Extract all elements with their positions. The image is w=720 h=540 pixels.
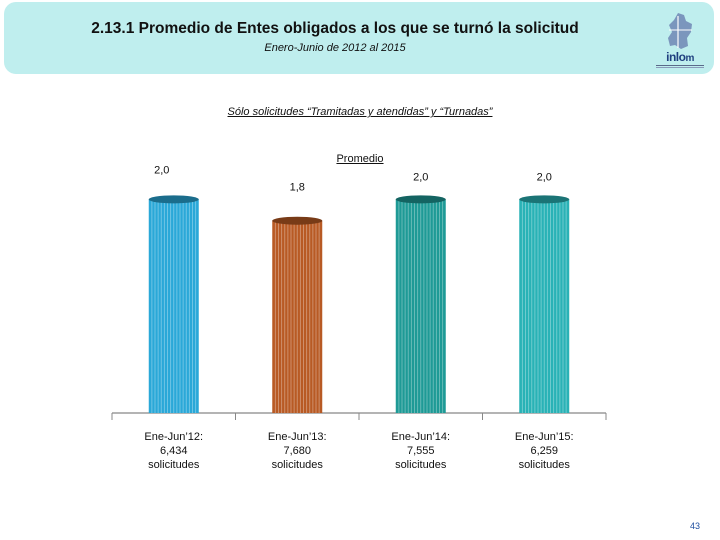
- legend-series-name: Promedio: [336, 153, 384, 165]
- x-tick-label: Ene-Jun’14:: [391, 431, 450, 443]
- data-label: 2,0: [154, 164, 169, 176]
- x-tick-label: solicitudes: [272, 459, 324, 471]
- x-tick-label: solicitudes: [519, 459, 571, 471]
- bar-top-cap: [395, 195, 446, 204]
- bar-top-cap: [519, 195, 570, 204]
- data-label: 2,0: [413, 171, 428, 183]
- x-tick-label: Ene-Jun’15:: [515, 431, 574, 443]
- logo-underline-icon: [656, 65, 704, 68]
- x-tick-label: 7,680: [283, 445, 311, 457]
- x-tick-label: 7,555: [407, 445, 435, 457]
- x-tick-label: solicitudes: [395, 459, 447, 471]
- x-tick-label: 6,259: [530, 445, 558, 457]
- data-label: 1,8: [290, 182, 305, 194]
- bar-top-cap: [272, 216, 323, 225]
- bar-top-cap: [148, 195, 199, 204]
- page-number: 43: [690, 521, 701, 531]
- institution-logo: inlom: [666, 50, 694, 64]
- x-tick-label: solicitudes: [148, 459, 200, 471]
- x-tick-label: 6,434: [160, 445, 188, 457]
- x-tick-label: Ene-Jun’12:: [144, 431, 203, 443]
- page-subtitle: Enero-Junio de 2012 al 2015: [264, 42, 406, 54]
- data-label: 2,0: [537, 171, 552, 183]
- header-banner: [4, 2, 714, 74]
- x-tick-label: Ene-Jun’13:: [268, 431, 327, 443]
- chart-filter-caption: Sólo solicitudes “Tramitadas y atendidas…: [227, 106, 493, 118]
- city-map-logo-icon: [668, 13, 692, 49]
- page-title: 2.13.1 Promedio de Entes obligados a los…: [91, 20, 579, 37]
